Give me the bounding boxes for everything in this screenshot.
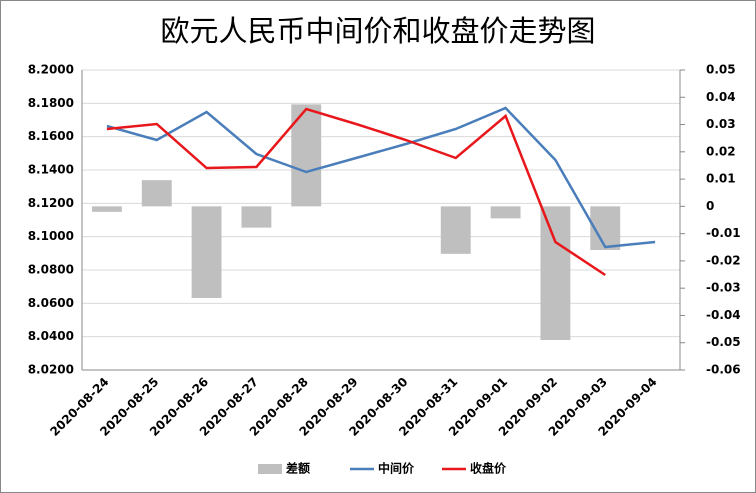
y-tick-label: 8.0800 [28, 263, 74, 277]
y2-tick-label: -0.06 [706, 363, 741, 377]
y2-tick-label: -0.01 [706, 226, 741, 240]
y-tick-label: 8.1000 [28, 229, 74, 243]
legend-label: 收盘价 [470, 461, 507, 476]
legend-label: 中间价 [378, 461, 415, 476]
line [106, 106, 656, 249]
y-tick-label: 8.0200 [28, 363, 74, 377]
y2-tick-label: 0 [706, 199, 714, 213]
y-tick-label: 8.1200 [28, 196, 74, 210]
y-tick-label: 8.2000 [28, 63, 74, 77]
y-tick-label: 8.1800 [28, 96, 74, 110]
y-tick-label: 8.1400 [28, 163, 74, 177]
legend-label: 差额 [285, 461, 310, 476]
bar [91, 206, 122, 212]
y2-tick-label: 0.04 [706, 90, 736, 104]
legend-swatch [258, 464, 282, 474]
bar [191, 206, 222, 298]
y2-tick-label: 0.05 [706, 63, 736, 77]
y2-tick-label: -0.02 [706, 253, 741, 267]
y2-tick-label: 0.03 [706, 117, 736, 131]
bar [490, 206, 521, 219]
y2-tick-label: -0.04 [706, 308, 741, 322]
y-tick-label: 8.0400 [28, 329, 74, 343]
line [106, 107, 606, 277]
y-tick-label: 8.0600 [28, 296, 74, 310]
y2-tick-label: -0.05 [706, 335, 741, 349]
y2-tick-label: 0.02 [706, 144, 736, 158]
bar [540, 206, 571, 340]
bar [241, 206, 272, 228]
chart-title: 欧元人民币中间价和收盘价走势图 [160, 14, 595, 48]
y2-tick-label: -0.03 [706, 281, 741, 295]
bar [141, 180, 172, 207]
bar [440, 206, 471, 254]
y-tick-label: 8.1600 [28, 129, 74, 143]
y2-tick-label: 0.01 [706, 172, 736, 186]
